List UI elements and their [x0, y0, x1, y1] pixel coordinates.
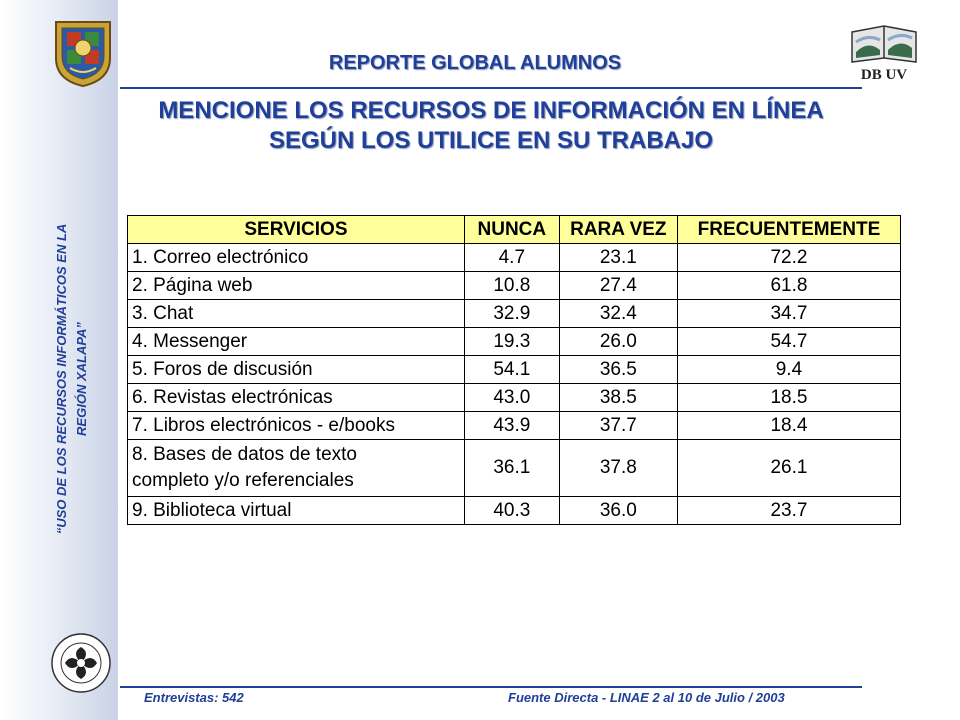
- service-cell-line1: 8. Bases de datos de texto: [132, 444, 357, 465]
- rara-vez-cell: 37.7: [558, 411, 678, 440]
- rara-vez-cell: 32.4: [558, 299, 678, 328]
- frecuentemente-cell: 9.4: [676, 355, 902, 384]
- rara-vez-cell: 36.5: [558, 355, 678, 384]
- service-cell: 2. Página web: [127, 271, 465, 300]
- service-cell: 5. Foros de discusión: [127, 355, 465, 384]
- service-cell: 6. Revistas electrónicas: [127, 383, 465, 412]
- header-rara-vez: RARA VEZ: [558, 215, 678, 244]
- nunca-cell: 36.1: [463, 439, 560, 497]
- rara-vez-cell: 38.5: [558, 383, 678, 412]
- sidebar-caption-line2: REGIÓN XALAPA”: [74, 322, 89, 436]
- footer-divider: [120, 686, 862, 688]
- left-sidebar: [0, 0, 118, 720]
- question-heading: MENCIONE LOS RECURSOS DE INFORMACIÓN EN …: [120, 96, 862, 156]
- table-row: 6. Revistas electrónicas 43.0 38.5 18.5: [127, 383, 902, 412]
- frecuentemente-cell: 72.2: [676, 243, 902, 272]
- service-cell: 7. Libros electrónicos - e/books: [127, 411, 465, 440]
- service-cell: 9. Biblioteca virtual: [127, 496, 465, 525]
- rara-vez-cell: 27.4: [558, 271, 678, 300]
- seal-icon: [51, 633, 111, 693]
- nunca-cell: 43.9: [463, 411, 560, 440]
- table-row: 2. Página web 10.8 27.4 61.8: [127, 271, 902, 300]
- table-row: 1. Correo electrónico 4.7 23.1 72.2: [127, 243, 902, 272]
- nunca-cell: 10.8: [463, 271, 560, 300]
- frecuentemente-cell: 18.5: [676, 383, 902, 412]
- service-cell-line2: completo y/o referenciales: [132, 470, 354, 491]
- service-cell: 4. Messenger: [127, 327, 465, 356]
- nunca-cell: 32.9: [463, 299, 560, 328]
- service-cell: 3. Chat: [127, 299, 465, 328]
- report-title: REPORTE GLOBAL ALUMNOS: [328, 52, 622, 74]
- footer-source: Fuente Directa - LINAE 2 al 10 de Julio …: [508, 690, 785, 705]
- title-divider: [120, 87, 862, 89]
- nunca-cell: 40.3: [463, 496, 560, 525]
- sidebar-caption-line1: “USO DE LOS RECURSOS INFORMÁTICOS EN LA: [54, 223, 69, 535]
- header-frecuentemente: FRECUENTEMENTE: [676, 215, 902, 244]
- sidebar-caption: “USO DE LOS RECURSOS INFORMÁTICOS EN LA …: [42, 184, 102, 574]
- rara-vez-cell: 26.0: [558, 327, 678, 356]
- question-heading-line1: MENCIONE LOS RECURSOS DE INFORMACIÓN EN …: [158, 97, 824, 124]
- header-nunca: NUNCA: [463, 215, 560, 244]
- table-row: 4. Messenger 19.3 26.0 54.7: [127, 327, 902, 356]
- dbuv-logo-text: DB UV: [861, 67, 907, 83]
- frecuentemente-cell: 18.4: [676, 411, 902, 440]
- service-cell: 8. Bases de datos de texto completo y/o …: [127, 439, 465, 497]
- nunca-cell: 4.7: [463, 243, 560, 272]
- table-row: 3. Chat 32.9 32.4 34.7: [127, 299, 902, 328]
- nunca-cell: 54.1: [463, 355, 560, 384]
- table-header-row: SERVICIOS NUNCA RARA VEZ FRECUENTEMENTE: [127, 215, 902, 244]
- rara-vez-cell: 36.0: [558, 496, 678, 525]
- table-row: 9. Biblioteca virtual 40.3 36.0 23.7: [127, 496, 902, 525]
- table-row: 8. Bases de datos de texto completo y/o …: [127, 439, 902, 497]
- table-row: 5. Foros de discusión 54.1 36.5 9.4: [127, 355, 902, 384]
- question-heading-line2: SEGÚN LOS UTILICE EN SU TRABAJO: [268, 127, 714, 154]
- frecuentemente-cell: 23.7: [676, 496, 902, 525]
- nunca-cell: 43.0: [463, 383, 560, 412]
- nunca-cell: 19.3: [463, 327, 560, 356]
- university-crest-icon: [55, 21, 111, 88]
- frecuentemente-cell: 34.7: [676, 299, 902, 328]
- frecuentemente-cell: 61.8: [676, 271, 902, 300]
- footer-interviews: Entrevistas: 542: [144, 690, 244, 705]
- results-table: SERVICIOS NUNCA RARA VEZ FRECUENTEMENTE …: [127, 215, 902, 525]
- dbuv-logo-icon: DB UV: [851, 25, 917, 83]
- service-cell: 1. Correo electrónico: [127, 243, 465, 272]
- frecuentemente-cell: 54.7: [676, 327, 902, 356]
- rara-vez-cell: 23.1: [558, 243, 678, 272]
- rara-vez-cell: 37.8: [558, 439, 678, 497]
- frecuentemente-cell: 26.1: [676, 439, 902, 497]
- header-servicios: SERVICIOS: [127, 215, 465, 244]
- table-row: 7. Libros electrónicos - e/books 43.9 37…: [127, 411, 902, 440]
